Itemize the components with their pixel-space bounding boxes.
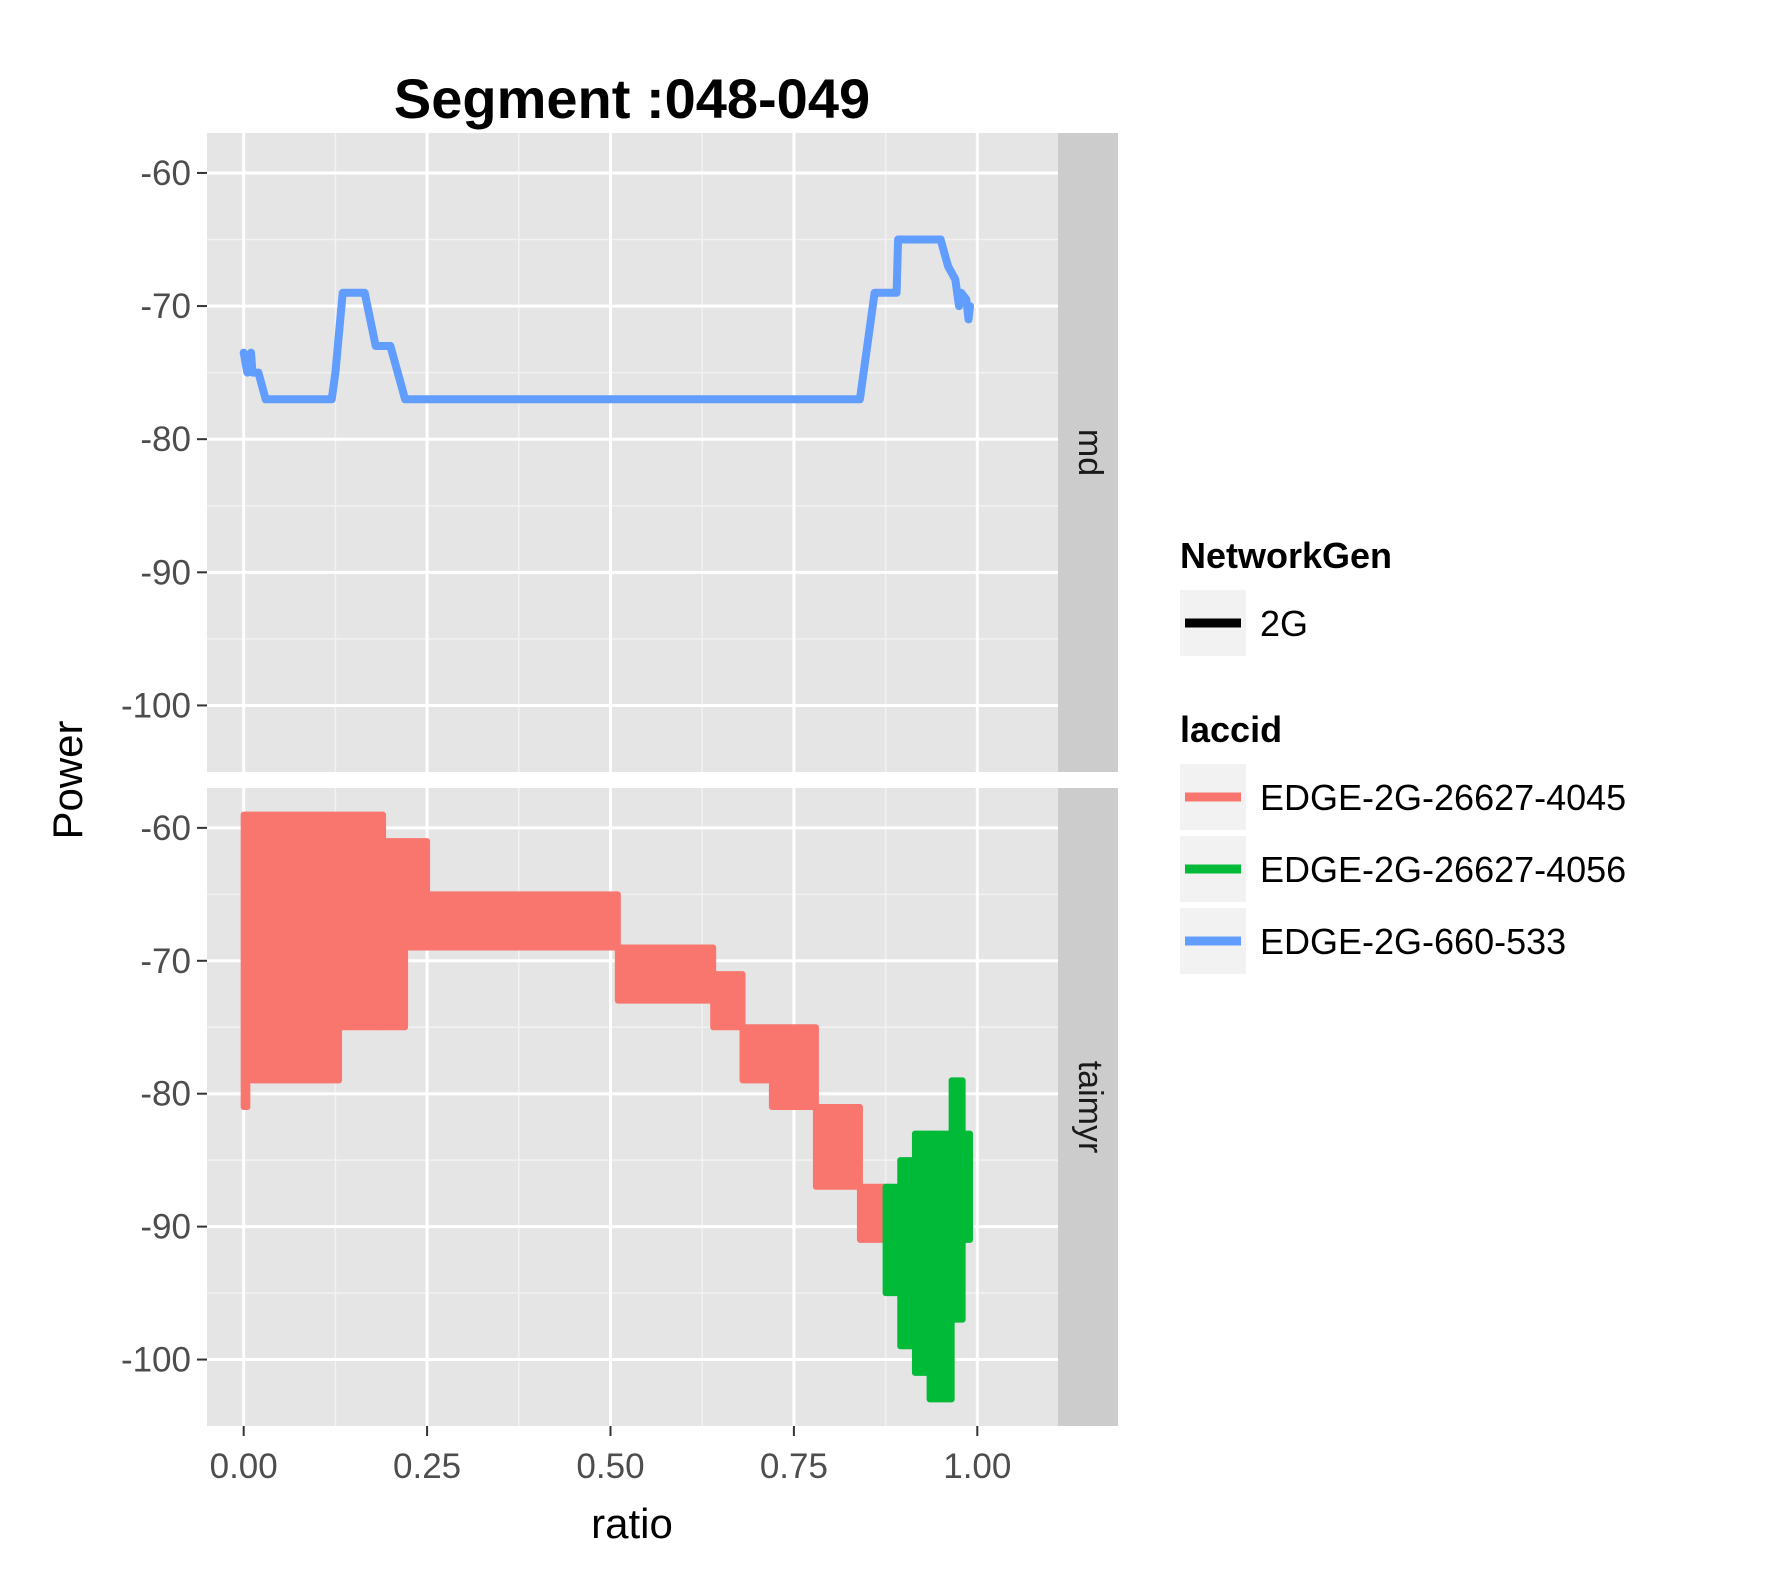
legend-entry-label: EDGE-2G-26627-4045	[1260, 777, 1626, 818]
facet-strip-label: taimyr	[1071, 1061, 1109, 1154]
band-segment	[739, 1024, 775, 1084]
band-segment	[244, 811, 343, 1084]
y-tick-label: -90	[140, 553, 191, 592]
x-axis-title: ratio	[591, 1500, 673, 1547]
band-segment	[424, 891, 621, 951]
band-segment	[614, 944, 717, 1004]
y-tick-label: -70	[140, 287, 191, 326]
band-segment	[812, 1104, 863, 1190]
legend-entry-label: EDGE-2G-26627-4056	[1260, 849, 1626, 890]
legend-entry-label: 2G	[1260, 603, 1308, 644]
y-tick-label: -90	[140, 1208, 191, 1247]
y-tick-label: -60	[140, 154, 191, 193]
y-tick-label: -70	[140, 942, 191, 981]
facet-strip-md	[1058, 133, 1118, 772]
facet-panel-md: -60 -70 -80 -90 -100 md	[121, 133, 1118, 772]
y-tick-label: -100	[121, 1341, 191, 1380]
y-tick-label: -100	[121, 686, 191, 725]
x-tick-label: 0.75	[760, 1447, 828, 1486]
y-tick-label: -80	[140, 1075, 191, 1114]
band-segment	[336, 811, 387, 1031]
y-tick-label: -80	[140, 420, 191, 459]
band-segment	[380, 838, 409, 1031]
legend-title-NetworkGen: NetworkGen	[1180, 535, 1392, 576]
legend-title-laccid: laccid	[1180, 709, 1282, 750]
facet-strip-taimyr	[1058, 788, 1118, 1426]
band-segment	[926, 1130, 955, 1403]
band-segment	[959, 1130, 973, 1243]
series-band-EDGE-2G-26627-4056	[882, 1077, 973, 1403]
band-segment	[402, 838, 431, 951]
y-tick-label: -60	[140, 809, 191, 848]
band-segment	[710, 971, 746, 1031]
facet-panel-taimyr: -60 -70 -80 -90 -100 taimyr	[121, 788, 1118, 1426]
series-line-EDGE-2G-660-533	[239, 235, 974, 404]
legend-entry-label: EDGE-2G-660-533	[1260, 921, 1566, 962]
plot-panels: -60 -70 -80 -90 -100 md -60 -70 -80 -90 -100 taimyr…	[121, 133, 1118, 1486]
band-segment	[768, 1024, 819, 1110]
x-tick-label: 0.50	[576, 1447, 644, 1486]
x-tick-label: 0.25	[393, 1447, 461, 1486]
x-axis: 0.00 0.25 0.50 0.75 1.00	[210, 1426, 1011, 1486]
y-axis-title: Power	[44, 720, 91, 839]
legend: NetworkGen 2G laccid EDGE-2G-26627-4045 EDGE…	[1180, 535, 1626, 974]
facet-strip-label: md	[1071, 429, 1109, 476]
x-tick-label: 1.00	[943, 1447, 1011, 1486]
chart-title: Segment :048-049	[394, 67, 870, 130]
x-tick-label: 0.00	[210, 1447, 278, 1486]
